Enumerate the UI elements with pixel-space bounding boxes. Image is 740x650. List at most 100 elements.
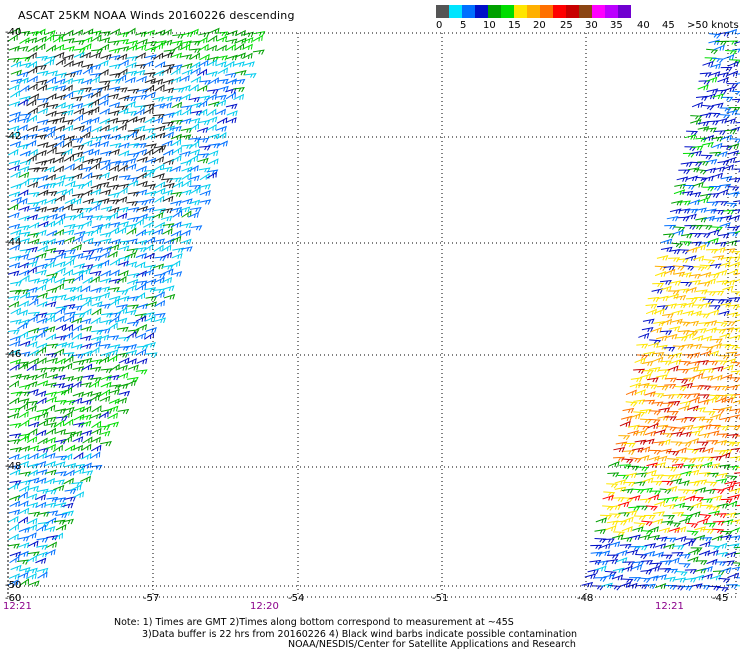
wind-barb <box>53 116 65 123</box>
colorbar-label: 5 <box>460 20 467 31</box>
wind-barb <box>35 43 46 51</box>
wind-barb <box>70 95 83 102</box>
wind-barb <box>107 405 119 412</box>
wind-barb <box>80 475 91 483</box>
wind-barb <box>37 102 49 108</box>
wind-barb <box>731 291 740 297</box>
wind-barb <box>180 159 192 166</box>
wind-barb <box>664 268 676 275</box>
wind-barb <box>53 218 64 226</box>
wind-barb <box>731 126 740 132</box>
wind-barb <box>9 235 20 242</box>
wind-barb <box>625 401 638 407</box>
wind-barb <box>28 167 40 173</box>
wind-barb <box>730 251 740 256</box>
wind-barb <box>234 43 245 51</box>
wind-barb <box>244 73 257 79</box>
wind-barb <box>8 116 20 123</box>
wind-barb <box>695 289 708 295</box>
wind-barb <box>81 452 92 460</box>
wind-barb <box>127 295 139 302</box>
wind-barb <box>703 215 716 222</box>
wind-barb <box>188 96 201 103</box>
wind-barb <box>722 209 735 215</box>
wind-barb <box>727 269 739 276</box>
wind-barb <box>45 191 58 197</box>
wind-barb <box>720 298 733 305</box>
wind-barb <box>71 193 84 199</box>
wind-barb <box>717 385 730 391</box>
wind-barb <box>720 66 733 72</box>
wind-barb <box>82 198 94 205</box>
wind-barb <box>98 197 110 204</box>
wind-barb <box>118 357 130 364</box>
colorbar-labels: 0 5 10 15 20 25 30 35 40 45 >50 knots <box>430 20 740 32</box>
wind-barb <box>106 174 118 182</box>
wind-barb <box>107 374 120 381</box>
wind-barb <box>699 385 712 391</box>
wind-barb <box>98 37 111 43</box>
wind-barb <box>672 265 685 271</box>
wind-barb <box>117 68 128 76</box>
wind-barb <box>73 230 86 237</box>
wind-barb <box>100 163 111 171</box>
wind-barb <box>118 150 130 157</box>
wind-barb <box>44 416 57 423</box>
wind-barb <box>54 213 66 220</box>
wind-barb <box>82 374 95 381</box>
wind-barb <box>646 377 659 383</box>
wind-barb <box>638 382 650 389</box>
wind-barb <box>91 405 102 413</box>
wind-barb <box>35 330 46 339</box>
wind-barb <box>18 362 29 370</box>
wind-barb <box>27 315 38 323</box>
wind-barb <box>7 203 19 211</box>
wind-barb <box>98 343 111 350</box>
wind-barb <box>711 102 724 109</box>
wind-barb <box>134 108 145 116</box>
wind-barb <box>667 365 679 372</box>
wind-barb <box>206 59 217 67</box>
wind-barb <box>708 229 720 236</box>
wind-barb <box>172 181 184 188</box>
wind-barb <box>686 208 699 214</box>
wind-barb <box>162 195 174 203</box>
wind-barb <box>188 84 199 92</box>
wind-barb <box>216 35 228 43</box>
wind-barb <box>145 41 157 47</box>
wind-barb <box>647 296 660 303</box>
wind-barb <box>712 408 725 415</box>
wind-barb <box>144 84 155 93</box>
wind-barb <box>36 292 48 299</box>
wind-barb <box>90 427 102 435</box>
wind-barb <box>16 45 29 52</box>
wind-barb <box>145 301 157 308</box>
wind-barb <box>689 273 701 279</box>
wind-barb <box>45 422 57 428</box>
wind-barb <box>215 61 227 68</box>
wind-barb <box>18 434 30 442</box>
wind-barb <box>674 295 687 301</box>
wind-barb <box>108 286 120 293</box>
wind-barb <box>169 177 182 183</box>
wind-barb <box>82 172 93 180</box>
wind-barb <box>35 312 48 318</box>
wind-barb <box>126 40 138 46</box>
wind-barb <box>89 106 100 114</box>
wind-barb <box>62 148 73 155</box>
wind-barb <box>724 157 736 163</box>
wind-barb <box>652 282 665 288</box>
wind-barb <box>709 185 722 191</box>
wind-barb <box>44 326 56 333</box>
wind-barb <box>677 249 690 255</box>
wind-barb <box>620 415 633 422</box>
wind-barb <box>734 41 740 45</box>
wind-barb <box>91 262 103 269</box>
pass-time-label: 12:20 <box>250 601 279 612</box>
wind-barb <box>82 148 94 155</box>
wind-barb <box>72 366 85 372</box>
lat-label: -40 <box>5 27 22 38</box>
wind-barb <box>163 293 176 300</box>
wind-barb <box>18 165 30 172</box>
wind-barb <box>73 125 85 131</box>
